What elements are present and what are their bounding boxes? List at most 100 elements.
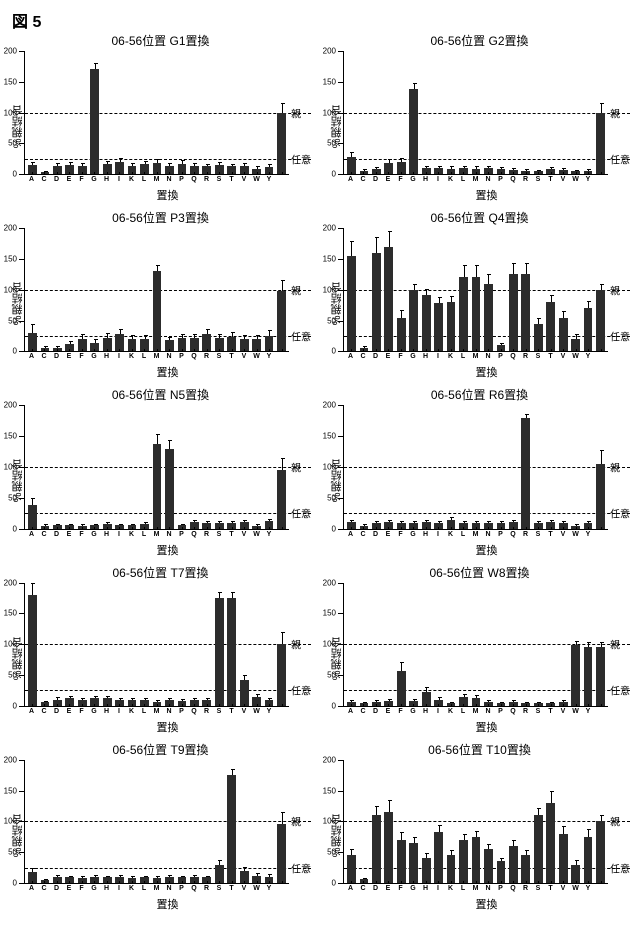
x-tick-label: V [558,884,569,898]
x-tick-label: D [370,707,381,721]
bar [372,815,381,883]
bar-slot [77,405,88,528]
bar [497,861,506,883]
reference-label: 親 [608,459,620,474]
bar-slot [583,228,594,351]
bar-slot [39,405,50,528]
x-tick-label [595,884,606,898]
panel-title: 06-56位置 G1置換 [10,32,311,49]
x-tick-label: M [151,175,162,189]
y-tick-label: 100 [323,108,344,117]
x-tick-label: D [370,175,381,189]
bar-slot [545,760,556,883]
bar-slot [64,51,75,174]
y-tick-label: 50 [327,848,344,857]
y-tick-label: 150 [323,786,344,795]
x-tick-label: G [89,352,100,366]
bar-slot [114,228,125,351]
bar-slot [583,583,594,706]
plot-outer: %親結合050100150200親任意ACDEFGHIKLMNPQRSTVWY置… [329,51,630,203]
plot-outer: %親結合050100150200親任意ACDEFGHIKLMNPQRSTVWY置… [329,405,630,557]
bar [90,69,99,174]
x-ticks: ACDEFGHIKLMNPQRSTVWY [26,884,287,898]
bar-slot [239,405,250,528]
x-tick-label: R [201,707,212,721]
bar-slot [396,51,407,174]
bar-slot [39,760,50,883]
bar-slot [421,405,432,528]
bar-slot [570,760,581,883]
bar-slot [483,228,494,351]
x-tick-label: I [433,352,444,366]
bar-slot [458,228,469,351]
x-tick-label: T [226,175,237,189]
bar-slot [276,51,287,174]
y-tick-label: 150 [323,254,344,263]
bar-slot [77,583,88,706]
bar-slot [164,228,175,351]
x-tick-label: H [420,530,431,544]
x-tick-label: R [201,884,212,898]
bar-slot [264,583,275,706]
x-tick-label: C [358,707,369,721]
x-tick-label: S [214,884,225,898]
x-tick-label: Q [189,884,200,898]
x-tick-label: R [201,175,212,189]
panel-title: 06-56位置 N5置換 [10,386,311,403]
bar-slot [102,760,113,883]
bar-slot [164,405,175,528]
bar-slot [189,228,200,351]
x-tick-label: V [239,530,250,544]
bar-slot [276,228,287,351]
x-tick-label: Q [508,175,519,189]
bar-slot [408,228,419,351]
x-tick-label: H [101,884,112,898]
bar [397,318,406,352]
y-tick-label: 100 [4,108,25,117]
bar-slot [408,760,419,883]
bar-slot [458,583,469,706]
bar-slot [408,405,419,528]
x-tick-label: Y [264,352,275,366]
bar-slot [483,405,494,528]
x-tick-label: F [76,175,87,189]
bar-slot [346,51,357,174]
x-tick-label: Q [189,352,200,366]
y-tick-label: 100 [4,285,25,294]
bar-slot [77,228,88,351]
bar [447,855,456,883]
reference-label: 親 [608,105,620,120]
bar-slot [396,405,407,528]
bar [596,113,605,175]
chart-panel-Q4: 06-56位置 Q4置換%親結合050100150200親任意ACDEFGHIK… [329,209,630,380]
x-tick-label: E [64,175,75,189]
x-tick-label [276,884,287,898]
bar-slot [39,51,50,174]
x-tick-label: T [545,352,556,366]
bar-slot [520,583,531,706]
x-tick-label: H [420,884,431,898]
x-tick-label: M [151,530,162,544]
x-tick-label: K [126,530,137,544]
plot-outer: %親結合050100150200親任意ACDEFGHIKLMNPQRSTVWY置… [329,760,630,912]
bar-slot [570,405,581,528]
x-tick-label: F [395,175,406,189]
bar-slot [139,51,150,174]
x-tick-label: L [139,175,150,189]
x-tick-label: Y [583,352,594,366]
bar-slot [558,760,569,883]
x-tick-label: T [545,530,556,544]
bar-slot [251,228,262,351]
x-tick-label: C [358,530,369,544]
x-tick-label: R [520,175,531,189]
x-tick-label: H [101,352,112,366]
x-ticks: ACDEFGHIKLMNPQRSTVWY [26,530,287,544]
x-tick-label: H [420,175,431,189]
x-tick-label: V [239,175,250,189]
bar-slot [176,760,187,883]
x-tick-label: D [51,884,62,898]
bar-slot [520,51,531,174]
x-tick-label: M [151,707,162,721]
y-tick-label: 50 [8,316,25,325]
y-tick-label: 100 [4,462,25,471]
